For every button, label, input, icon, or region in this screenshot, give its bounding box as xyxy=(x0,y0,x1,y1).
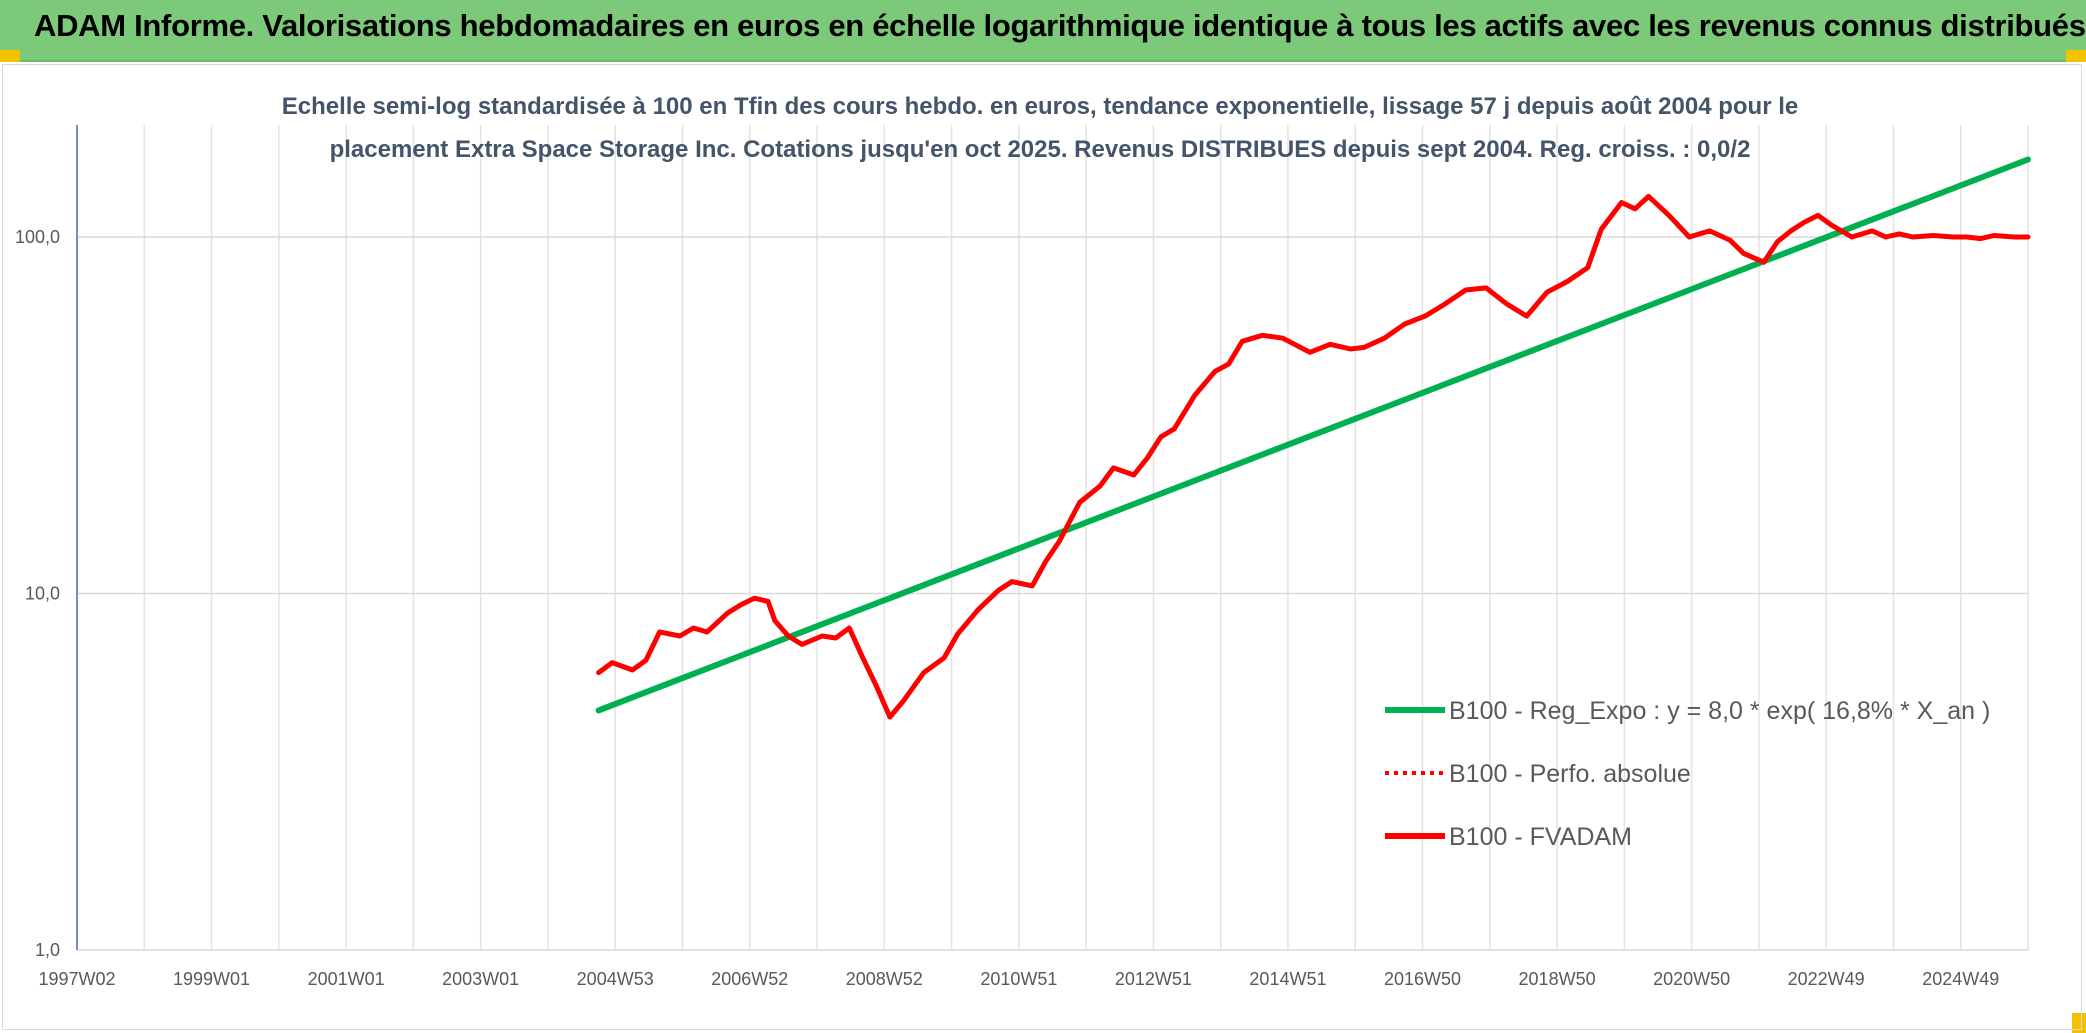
regression-line xyxy=(595,156,2031,714)
x-tick-label: 2024W49 xyxy=(1922,969,1999,989)
x-tick-label: 2003W01 xyxy=(442,969,519,989)
x-tick-label: 2014W51 xyxy=(1249,969,1326,989)
x-tick-label: 2006W52 xyxy=(711,969,788,989)
x-tick-label: 2010W51 xyxy=(980,969,1057,989)
chart-subtitle-line-2: placement Extra Space Storage Inc. Cotat… xyxy=(330,136,1751,163)
corner-mark-left xyxy=(0,50,20,62)
x-tick-label: 2018W50 xyxy=(1519,969,1596,989)
chart-subtitle-line-1: Echelle semi-log standardisée à 100 en T… xyxy=(282,93,1799,120)
x-tick-label: 2022W49 xyxy=(1788,969,1865,989)
x-tick-label: 2001W01 xyxy=(308,969,385,989)
y-tick-label: 1,0 xyxy=(35,940,60,960)
y-tick-label: 100,0 xyxy=(15,227,60,247)
chart-frame xyxy=(2,64,2082,1030)
y-tick-labels: 1,0 10,0 100,0 xyxy=(15,227,60,960)
x-tick-label: 1999W01 xyxy=(173,969,250,989)
x-tick-label: 2004W53 xyxy=(577,969,654,989)
legend: B100 - Reg_Expo : y = 8,0 * exp( 16,8% *… xyxy=(1385,697,1990,851)
fvadam-line xyxy=(596,193,2031,720)
legend-label: B100 - FVADAM xyxy=(1449,823,1632,851)
x-tick-label: 2008W52 xyxy=(846,969,923,989)
x-tick-label: 2016W50 xyxy=(1384,969,1461,989)
corner-mark-bottom-right xyxy=(2072,1013,2086,1033)
corner-mark-right xyxy=(2066,50,2086,62)
y-tick-label: 10,0 xyxy=(25,584,60,604)
series-lines xyxy=(595,156,2031,720)
x-tick-label: 2012W51 xyxy=(1115,969,1192,989)
legend-label: B100 - Reg_Expo : y = 8,0 * exp( 16,8% *… xyxy=(1449,697,1990,725)
report-title: ADAM Informe. Valorisations hebdomadaire… xyxy=(34,8,2086,43)
x-tick-label: 2020W50 xyxy=(1653,969,1730,989)
report-banner: ADAM Informe. Valorisations hebdomadaire… xyxy=(0,0,2086,62)
x-tick-label: 1997W02 xyxy=(38,969,115,989)
x-tick-labels: 1997W02 1999W01 2001W01 2003W01 2004W53 2006W… xyxy=(38,969,1999,989)
legend-label: B100 - Perfo. absolue xyxy=(1449,760,1691,788)
